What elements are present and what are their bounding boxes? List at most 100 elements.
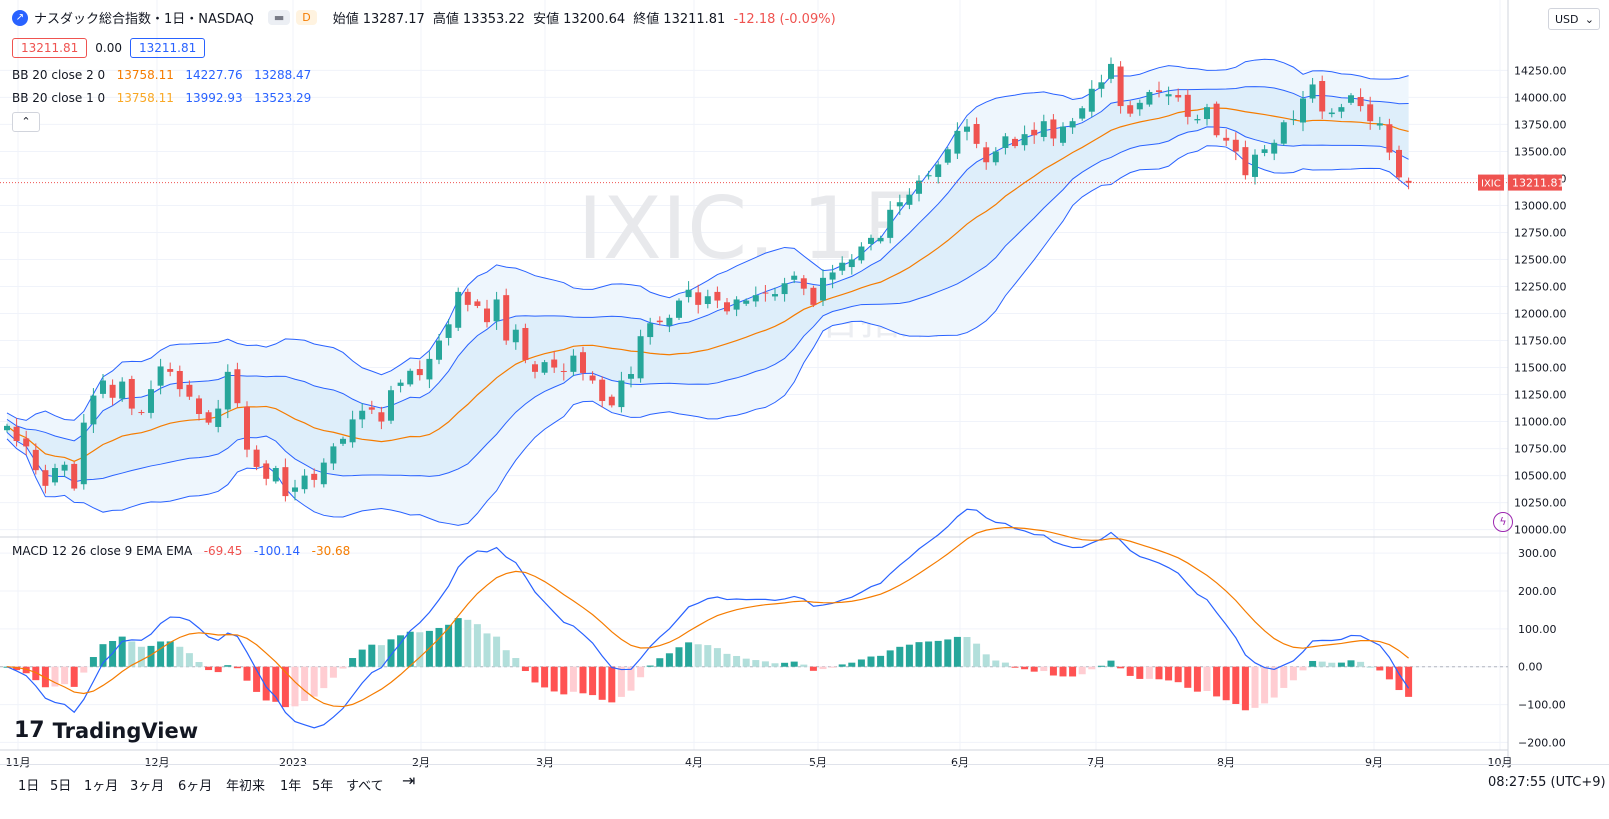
price-tick-label: 13750.00 [1514,118,1567,131]
candle-body [522,327,529,360]
collapse-legend-button[interactable]: ⌃ [12,112,40,132]
tf-1d[interactable]: 1日 [18,779,40,794]
candle-body [455,291,462,328]
candle-body [762,292,769,294]
candle-body [906,194,913,205]
candle-body [1300,98,1306,123]
candle-body [512,329,519,343]
tf-1y[interactable]: 1年 [280,779,302,794]
macd-hist-bar [358,649,366,667]
macd-hist-bar [579,666,587,694]
macd-hist-bar [435,627,443,667]
macd-hist-bar [656,658,664,667]
price-tick-label: 10750.00 [1514,443,1567,456]
bb-upper-2sd-line [6,58,1409,421]
candle-body [1012,138,1018,147]
candle-body [1386,124,1393,153]
candle-body [119,381,126,399]
time-tick-label: 8月 [1217,756,1235,769]
candle-body [244,406,250,450]
candle-body [378,412,385,422]
tradingview-logo[interactable]: 17 TradingView [14,718,198,743]
tf-ytd[interactable]: 年初来 [226,779,266,794]
macd-hist-bar [838,664,846,667]
candle-body [1396,149,1402,178]
candle-body [416,369,423,376]
macd-legend[interactable]: MACD 12 26 close 9 EMA EMA -69.45 -100.1… [12,544,350,558]
price-tick-label: 12250.00 [1514,281,1567,294]
candle-body [752,295,759,302]
close-label: 終値 [633,12,660,27]
candle-body [954,130,961,154]
candle-body [647,323,654,338]
candle-body [445,324,452,338]
macd-hist-bar [205,666,213,671]
currency-select[interactable]: USD ⌄ [1548,8,1600,30]
price-tick-label: 12750.00 [1514,226,1567,239]
bb2-upper: 13992.93 [185,91,243,105]
macd-hist-bar [61,666,69,685]
tf-3m[interactable]: 3ヶ月 [130,779,165,794]
bb2-legend[interactable]: BB 20 close 1 0 13758.11 13992.93 13523.… [12,91,311,105]
candle-body [272,468,279,482]
candle-body [263,463,270,479]
macd-hist-bar [857,659,865,667]
candle-body [973,124,980,144]
macd-hist-bar [809,666,817,671]
candle-body [1338,107,1345,112]
macd-hist-bar [195,662,203,667]
macd-hist-bar [713,648,721,667]
macd-hist-bar [733,655,741,667]
macd-hist-bar [128,641,136,667]
candle-body [388,390,394,421]
macd-hist-bar [1117,666,1125,669]
candle-body [925,175,932,177]
macd-hist-bar [329,666,337,678]
candle-body [61,464,68,471]
candle-body [685,289,692,298]
candle-body [138,412,145,414]
candle-body [810,287,817,305]
macd-hist-bar [617,666,625,697]
symbol-title[interactable]: ナスダック総合指数・1日・NASDAQ [34,12,254,27]
price-tick-label: 14000.00 [1514,91,1567,104]
sell-price-box[interactable]: 13211.81 [12,38,88,58]
candle-body [964,126,970,132]
macd-hist-bar [387,639,395,667]
candle-body [1002,136,1009,148]
tf-1m[interactable]: 1ヶ月 [84,779,119,794]
candle-body [330,446,337,464]
bb1-mid: 13758.11 [116,68,174,82]
macd-tick-label: −200.00 [1518,736,1566,749]
macd-signal-line [6,526,1409,708]
lightning-icon[interactable]: ϟ [1493,512,1513,532]
bb1-legend[interactable]: BB 20 close 2 0 13758.11 14227.76 13288.… [12,68,311,82]
macd-hist-bar [1241,666,1249,711]
tf-all[interactable]: すべて [346,779,384,794]
candle-body [532,364,538,372]
hide-icon[interactable]: ▬ [267,10,291,25]
candle-body [368,407,375,410]
tf-5y[interactable]: 5年 [312,779,334,794]
macd-hist-bar [646,665,654,667]
tf-6m[interactable]: 6ヶ月 [178,779,213,794]
tf-5d[interactable]: 5日 [50,779,72,794]
buy-price-box[interactable]: 13211.81 [129,38,206,58]
macd-hist-bar [829,666,837,668]
price-tick-label: 13500.00 [1514,145,1567,158]
price-tick-label: 10000.00 [1514,524,1567,537]
price-tick-label: 12500.00 [1514,253,1567,266]
candle-body [1175,95,1182,98]
price-boxes: 13211.81 0.00 13211.81 [12,38,206,58]
date-range-icon[interactable]: ⇥ [402,771,416,790]
macd-hist-bar [1232,666,1240,704]
macd-hist-bar [848,662,856,667]
badge-d: D [296,10,317,25]
macd-hist-bar [22,666,30,674]
macd-hist-bar [1395,666,1403,691]
candle-body [714,291,721,301]
trend-icon: ↗ [12,9,28,26]
macd-hist-bar [41,666,49,688]
macd-hist-bar [147,645,155,667]
